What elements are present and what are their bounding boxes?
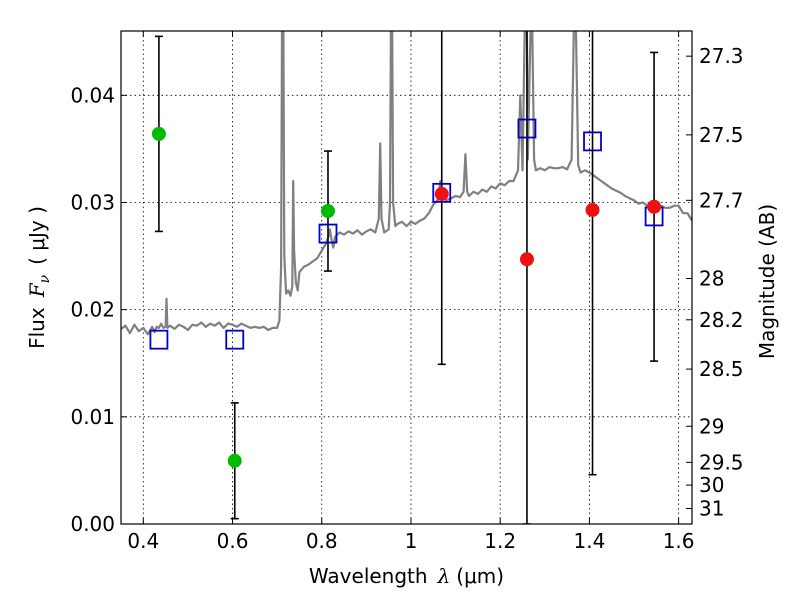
model-square	[583, 131, 602, 152]
y2-tick-label: 28	[699, 266, 724, 290]
x-axis-title-lambda: λ	[437, 564, 451, 588]
y-tick-label: 0.04	[70, 83, 115, 107]
y-axis-title: Flux Fν ( μJy )	[25, 206, 53, 349]
y2-tick-label: 27.7	[699, 188, 744, 212]
red-point	[434, 186, 449, 201]
x-tick-label: 0.6	[217, 529, 249, 553]
y-tick-label: 0.00	[70, 512, 115, 536]
y-tick-label: 0.03	[70, 190, 115, 214]
y2-tick-label: 29.5	[699, 450, 744, 474]
y-tick-label: 0.02	[70, 298, 115, 322]
y2-tick-label: 27.3	[699, 44, 744, 68]
model-square	[149, 329, 169, 350]
y2-tick-label: 29	[699, 414, 724, 438]
y-axis-title-f: F	[25, 282, 49, 298]
y-axis-title-nu: ν	[37, 274, 53, 283]
y-axis-title-unit: ( μJy )	[25, 206, 49, 265]
y2-axis-title: Magnitude (AB)	[755, 204, 779, 359]
plot-area	[121, 31, 692, 524]
axis-ticks: 0.4 0.6 0.8 1 1.2 1.4 1.6 0.00 0.01 0.02 0.03 0.04 2…	[70, 31, 744, 553]
green-point	[227, 453, 242, 468]
y-axis-title-text: Flux	[25, 307, 49, 349]
model-square	[225, 329, 245, 350]
red-point	[647, 199, 662, 214]
green-point	[320, 204, 335, 219]
x-tick-label: 1	[405, 529, 418, 553]
sed-curve	[121, 31, 692, 336]
y2-tick-label: 28.2	[699, 308, 744, 332]
x-tick-label: 1.2	[484, 529, 516, 553]
y-tick-label: 0.01	[70, 405, 115, 429]
x-tick-label: 1.6	[663, 529, 695, 553]
y2-tick-label: 27.5	[699, 123, 744, 147]
x-tick-label: 0.4	[127, 529, 159, 553]
red-point	[585, 202, 600, 217]
y2-tick-label: 31	[699, 497, 724, 521]
x-axis-title-text: Wavelength	[309, 564, 428, 588]
axes-frame	[120, 30, 693, 525]
x-axis-title: Wavelength λ (μm)	[309, 564, 504, 588]
model-square	[432, 182, 452, 203]
x-axis-title-unit: (μm)	[456, 564, 504, 588]
y2-tick-label: 28.5	[699, 357, 744, 381]
model-square	[318, 223, 338, 244]
red-point-errorbar	[588, 31, 597, 476]
x-tick-label: 0.8	[306, 529, 338, 553]
x-tick-label: 1.4	[573, 529, 605, 553]
green-point	[151, 126, 166, 141]
y2-tick-label: 30	[699, 473, 724, 497]
grid-lines	[121, 31, 692, 525]
red-point	[519, 252, 534, 267]
model-square	[517, 118, 537, 139]
